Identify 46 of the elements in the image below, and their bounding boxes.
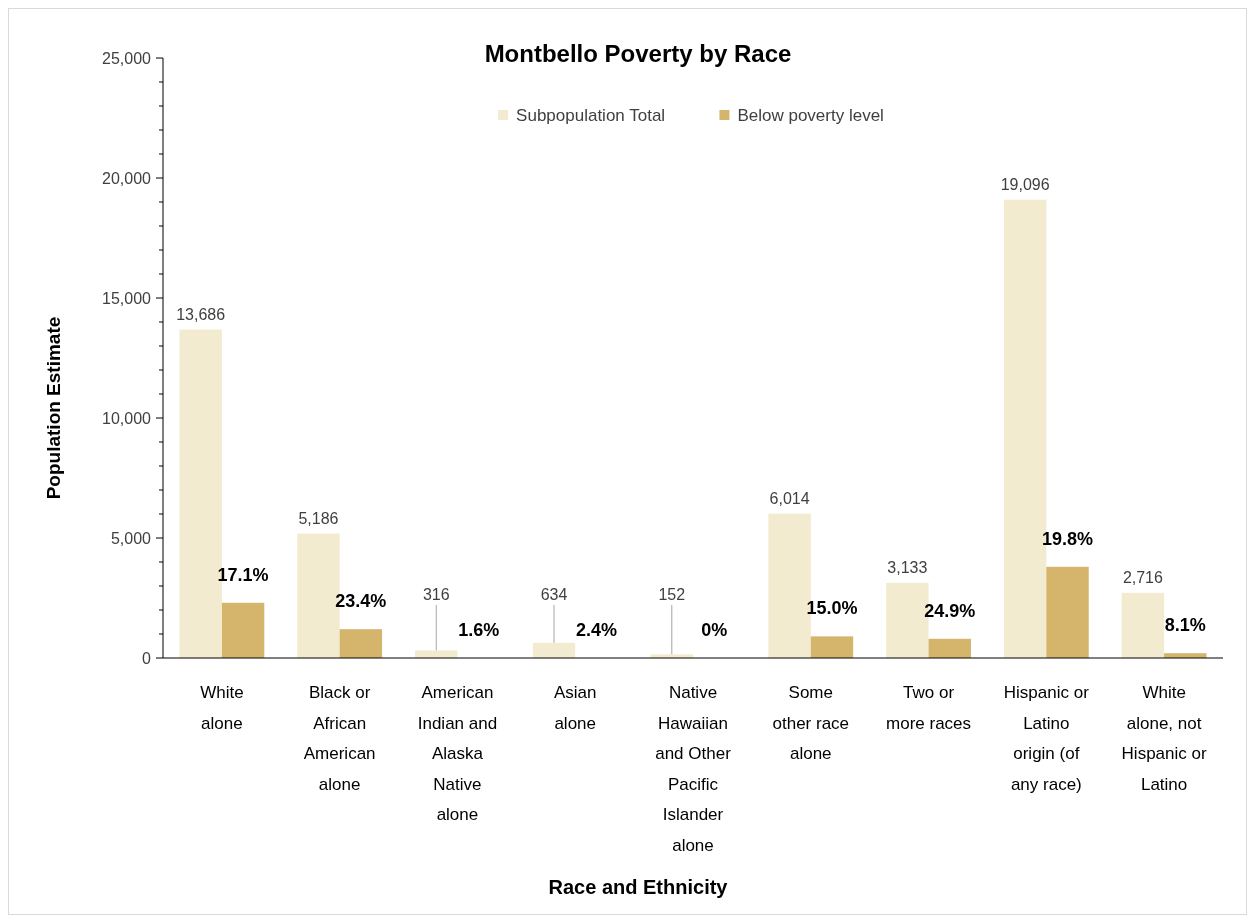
annotation: 19.8% [1042,528,1094,549]
x-tick-label: Black or African American alone [303,683,376,794]
bar [532,642,576,658]
bar [810,636,854,658]
legend-label: Subpopulation Total [516,106,666,125]
data-label: 2,716 [1122,568,1164,586]
data-label: 152 [658,586,686,603]
data-label: 634 [540,586,568,603]
bar [339,629,383,658]
bar [1121,592,1165,658]
bar [928,638,971,658]
y-tick-label: 25,000 [102,50,152,67]
data-label: 6,014 [769,489,810,507]
annotation: 2.4% [575,620,617,640]
y-tick-label: 10,000 [102,410,152,427]
x-tick-label: White alone, not Hispanic or Latino [1121,683,1207,794]
bar [415,650,458,658]
x-tick-label: Hispanic or Latino origin (of any race) [1003,683,1090,794]
chart-title: Montbello Poverty by Race [484,40,792,67]
data-label: 19,096 [1000,175,1050,193]
x-tick-label: Some other race alone [772,683,850,763]
x-tick-label: Two or more races [886,683,972,733]
bar [1046,566,1089,658]
annotation: 17.1% [217,564,269,585]
annotation: 24.9% [924,600,976,621]
y-tick-label: 0 [142,650,152,667]
data-label: 5,186 [298,509,339,527]
legend-label: Below poverty level [737,106,884,125]
x-tick-label: Asian alone [553,683,597,733]
y-tick-label: 5,000 [110,530,152,547]
y-axis-title: Population Estimate [43,316,64,500]
data-label: 13,686 [176,305,226,323]
x-tick-label: American Indian and Alaska Native alone [417,683,498,824]
y-tick-label: 15,000 [102,290,152,307]
annotation: 1.6% [458,620,500,640]
annotation: 23.4% [335,591,387,612]
bar [221,602,265,658]
y-tick-label: 20,000 [102,170,152,187]
data-label: 3,133 [887,558,928,576]
annotation: 0% [701,620,728,640]
x-tick-label: White alone [200,683,244,733]
data-label: 316 [422,586,450,603]
x-axis-title: Race and Ethnicity [548,876,729,898]
annotation: 8.1% [1164,615,1206,636]
annotation: 15.0% [806,598,858,619]
x-tick-label: Native Hawaiian and Other Pacific Islander alone [655,683,732,855]
